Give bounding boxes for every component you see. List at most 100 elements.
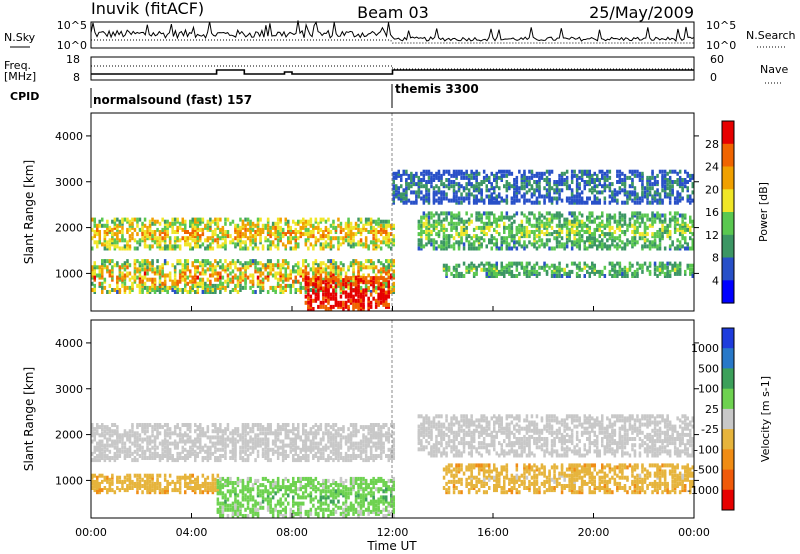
heatmap-cell — [352, 282, 355, 287]
heatmap-cell — [284, 232, 288, 237]
heatmap-cell — [327, 445, 330, 450]
heatmap-cell — [372, 240, 375, 245]
heatmap-cell — [292, 431, 295, 436]
heatmap-cell — [181, 288, 185, 292]
heatmap-cell — [337, 447, 340, 452]
heatmap-cell — [249, 437, 252, 442]
heatmap-cell — [269, 285, 272, 290]
heatmap-cell — [143, 423, 147, 427]
heatmap-cell — [475, 194, 478, 199]
heatmap-cell — [93, 223, 97, 228]
heatmap-cell — [166, 261, 169, 266]
heatmap-cell — [523, 184, 526, 189]
heatmap-cell — [163, 441, 167, 446]
heatmap-cell — [113, 445, 117, 450]
heatmap-cell — [171, 244, 174, 249]
heatmap-cell — [485, 221, 489, 226]
heatmap-cell — [613, 236, 617, 241]
heatmap-cell — [508, 169, 511, 174]
heatmap-cell — [146, 445, 149, 450]
heatmap-cell — [352, 259, 355, 264]
heatmap-cell — [357, 240, 360, 245]
heatmap-cell — [229, 221, 232, 226]
heatmap-cell — [201, 267, 205, 272]
heatmap-cell — [387, 259, 391, 264]
heatmap-cell — [131, 433, 134, 438]
heatmap-cell — [495, 238, 499, 243]
heatmap-cell — [648, 190, 652, 195]
heatmap-cell — [631, 169, 634, 174]
heatmap-cell — [485, 244, 489, 249]
heatmap-cell — [578, 221, 581, 226]
heatmap-cell — [214, 425, 217, 430]
heatmap-cell — [234, 445, 237, 450]
heatmap-cell — [161, 441, 164, 446]
heatmap-cell — [249, 225, 252, 230]
heatmap-cell — [204, 281, 207, 286]
heatmap-cell — [349, 435, 353, 440]
heatmap-cell — [349, 292, 353, 297]
heatmap-cell — [390, 285, 393, 290]
heatmap-cell — [385, 219, 388, 224]
heatmap-cell — [472, 265, 476, 270]
heatmap-cell — [435, 219, 438, 224]
heatmap-cell — [553, 246, 556, 251]
heatmap-cell — [216, 240, 220, 245]
heatmap-cell — [299, 437, 303, 442]
heatmap-cell — [327, 230, 330, 234]
heatmap-cell — [141, 456, 144, 460]
heatmap-cell — [171, 281, 174, 286]
heatmap-cell — [93, 445, 97, 450]
heatmap-cell — [312, 431, 315, 436]
heatmap-cell — [616, 190, 619, 195]
heatmap-cell — [442, 169, 446, 174]
heatmap-cell — [347, 454, 350, 458]
heatmap-cell — [189, 219, 192, 224]
heatmap-cell — [359, 451, 363, 456]
heatmap-cell — [530, 171, 534, 176]
heatmap-cell — [274, 225, 277, 230]
heatmap-cell — [498, 186, 501, 191]
heatmap-cell — [442, 246, 446, 251]
heatmap-cell — [251, 246, 255, 251]
heatmap-cell — [382, 276, 385, 281]
heatmap-cell — [173, 290, 177, 294]
heatmap-cell — [251, 283, 255, 288]
heatmap-cell — [324, 292, 328, 297]
heatmap-cell — [118, 454, 122, 458]
heatmap-cell — [578, 238, 581, 243]
heatmap-cell — [616, 169, 619, 174]
heatmap-cell — [379, 282, 383, 287]
heatmap-cell — [201, 219, 205, 224]
heatmap-cell — [359, 292, 363, 297]
heatmap-cell — [658, 261, 662, 266]
heatmap-cell — [588, 196, 592, 201]
heatmap-cell — [588, 236, 592, 241]
heatmap-cell — [457, 217, 461, 222]
heatmap-cell — [189, 435, 192, 440]
heatmap-cell — [417, 182, 421, 187]
heatmap-cell — [528, 240, 531, 245]
heatmap-cell — [299, 267, 303, 272]
heatmap-cell — [287, 261, 290, 266]
heatmap-cell — [525, 178, 529, 182]
heatmap-cell — [606, 169, 609, 174]
heatmap-cell — [611, 215, 614, 220]
heatmap-cell — [234, 275, 237, 280]
heatmap-cell — [422, 184, 426, 189]
heatmap-cell — [540, 265, 544, 270]
heatmap-cell — [643, 261, 647, 266]
heatmap-cell — [342, 227, 345, 232]
heatmap-cell — [219, 230, 222, 234]
heatmap-cell — [621, 246, 624, 251]
heatmap-cell — [495, 265, 499, 270]
heatmap-cell — [505, 244, 509, 249]
heatmap-cell — [618, 169, 622, 174]
heatmap-cell — [646, 194, 649, 199]
heatmap-cell — [264, 225, 267, 230]
heatmap-cell — [231, 441, 235, 446]
heatmap-cell — [545, 217, 549, 222]
heatmap-cell — [138, 283, 142, 288]
heatmap-cell — [101, 223, 104, 228]
heatmap-cell — [324, 298, 328, 303]
